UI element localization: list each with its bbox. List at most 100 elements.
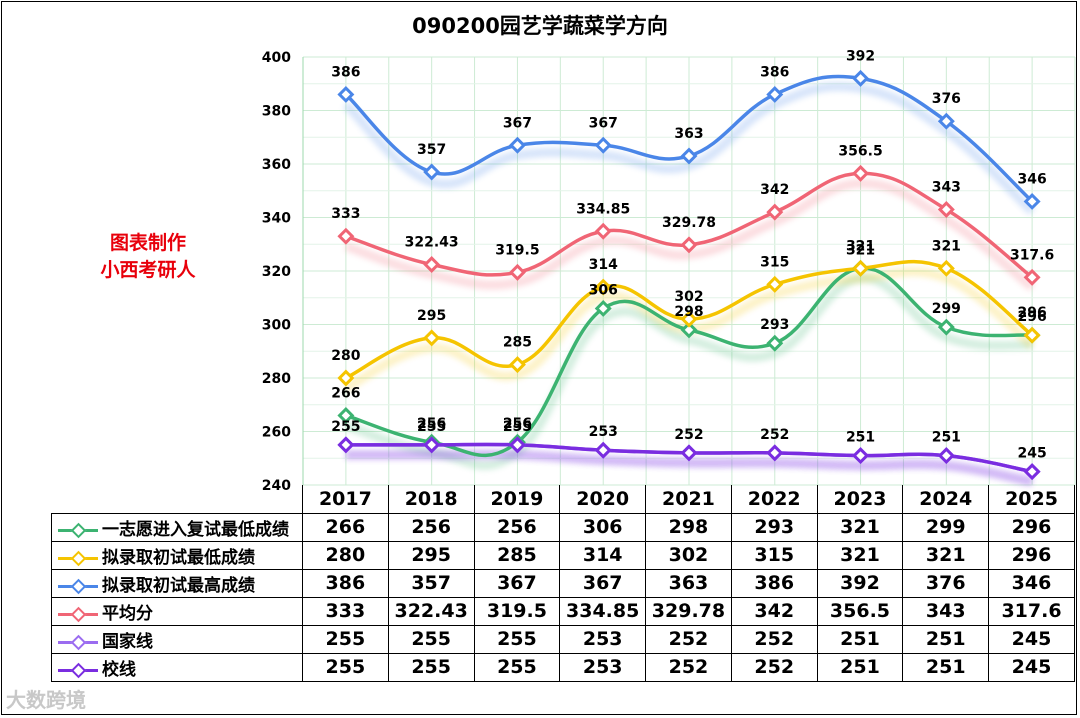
table-cell: 280 [302, 540, 389, 570]
legend-key-icon [58, 578, 98, 594]
series-markers [337, 69, 1041, 481]
series-3-marker [1023, 268, 1041, 286]
table-row: 拟录取初试最高成绩 386 357 367 367 363 386 392 376 346 [51, 568, 1075, 598]
table-cell: 386 [302, 568, 389, 598]
table-cell: 315 [730, 540, 818, 570]
table-cell: 299 [902, 512, 990, 542]
series-shadow-0 [344, 273, 1033, 470]
series-3-marker [337, 227, 355, 245]
series-3-data-label: 333 [331, 206, 360, 222]
series-3-marker [852, 164, 870, 182]
series-3-data-label: 329.78 [662, 215, 716, 231]
series-4-data-label: 252 [760, 427, 789, 443]
series-1-data-label: 295 [417, 308, 446, 324]
series-3-data-label: 317.6 [1010, 247, 1054, 263]
series-0-data-label: 266 [331, 385, 360, 401]
table-cell: 343 [902, 596, 990, 626]
table-cell: 255 [473, 624, 561, 654]
table-cell: 363 [645, 568, 732, 598]
series-2-marker [508, 136, 526, 154]
table-row: 国家线 255 255 255 253 252 252 251 251 245 [51, 624, 1075, 654]
series-1-data-label: 321 [932, 238, 961, 254]
table-cell: 252 [645, 624, 732, 654]
series-3-marker [423, 256, 441, 273]
table-corner [52, 485, 303, 513]
table-cell: 251 [816, 652, 904, 682]
series-2-marker [1023, 192, 1041, 210]
series-5-marker [1023, 463, 1041, 481]
table-cell: 346 [988, 568, 1075, 598]
table-header-year: 2022 [730, 485, 818, 514]
table-row: 校线 255 255 255 253 252 252 251 251 245 [51, 652, 1075, 682]
series-name: 拟录取初试最高成绩 [102, 575, 255, 596]
series-name: 国家线 [102, 631, 153, 652]
series-3-marker [508, 263, 526, 281]
table-cell: 266 [302, 512, 389, 542]
series-0-marker [594, 299, 612, 317]
table-cell: 251 [902, 652, 990, 682]
series-2-data-label: 386 [331, 64, 360, 80]
series-2-data-label: 367 [589, 115, 618, 131]
series-0-data-label: 293 [760, 317, 789, 333]
series-0-data-label: 321 [846, 242, 875, 258]
series-2-marker [766, 85, 784, 103]
table-cell: 322.43 [387, 596, 475, 626]
series-4-data-label: 255 [331, 419, 360, 435]
y-tick-label: 320 [262, 264, 291, 280]
series-5-marker [852, 447, 870, 465]
legend-key-icon [58, 662, 98, 678]
watermark-line-1: 图表制作 [109, 232, 186, 254]
y-tick-label: 240 [262, 478, 291, 494]
series-0-marker [337, 406, 355, 424]
series-3-data-label: 322.43 [405, 234, 459, 250]
table-cell: 342 [730, 596, 818, 626]
table-cell: 251 [816, 624, 904, 654]
table-cell: 367 [473, 568, 561, 598]
series-shadow-2 [342, 82, 1036, 215]
series-1-marker [594, 278, 612, 296]
y-tick-label: 360 [262, 157, 291, 173]
series-2-data-label: 386 [760, 64, 789, 80]
table-row-label: 拟录取初试最高成绩 [51, 568, 303, 598]
table-cell: 252 [730, 652, 818, 682]
table-cell: 255 [302, 624, 389, 654]
series-3-marker [680, 236, 698, 254]
series-1-data-label: 321 [846, 238, 875, 254]
table-cell: 251 [902, 624, 990, 654]
table-row: 拟录取初试最低成绩 280 295 285 314 302 315 321 321 296 [51, 540, 1075, 570]
series-2-data-label: 363 [674, 126, 703, 142]
table-cell: 298 [645, 512, 732, 542]
table-cell: 306 [559, 512, 647, 542]
y-tick-label: 400 [262, 50, 291, 66]
y-tick-label: 260 [262, 425, 291, 441]
table-cell: 321 [816, 540, 904, 570]
series-1-data-label: 280 [331, 348, 360, 364]
series-1-data-label: 302 [674, 289, 703, 305]
table-header-year: 2018 [387, 485, 475, 514]
table-cell: 245 [988, 624, 1075, 654]
table-cell: 293 [730, 512, 818, 542]
series-4-data-label: 251 [932, 430, 961, 446]
table-cell: 253 [559, 624, 647, 654]
series-4-data-label: 251 [846, 430, 875, 446]
table-cell: 319.5 [473, 596, 561, 626]
series-1-marker [423, 329, 441, 347]
series-1-data-label: 314 [589, 257, 618, 273]
series-1-marker [680, 310, 698, 328]
series-shadow-5 [345, 449, 1033, 487]
series-0-data-label: 256 [503, 416, 532, 432]
series-0-marker [680, 321, 698, 339]
y-tick-label: 340 [262, 211, 291, 227]
table-cell: 296 [988, 540, 1075, 570]
table-header-year: 2019 [473, 485, 561, 514]
table-header-year: 2017 [302, 485, 389, 514]
legend-key-icon [58, 522, 98, 538]
legend-key-icon [58, 550, 98, 566]
series-5-marker [680, 444, 698, 462]
series-1-marker [508, 356, 526, 374]
table-cell: 329.78 [645, 596, 732, 626]
series-3-data-label: 356.5 [838, 143, 882, 159]
table-cell: 253 [559, 652, 647, 682]
